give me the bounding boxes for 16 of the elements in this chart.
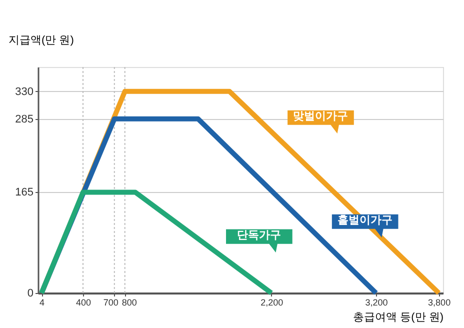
y-tick-label: 0 [27, 288, 34, 300]
x-tick-label: 3,200 [365, 298, 388, 308]
y-tick-label: 285 [15, 113, 34, 126]
x-axis-title: 총급여액 등(만 원) [353, 312, 444, 324]
y-tick-label: 165 [15, 186, 34, 199]
x-tick-label: 2,200 [260, 298, 284, 308]
x-tick-label: 700 [103, 298, 118, 308]
series-label: 홑벌이가구 [338, 214, 393, 227]
series-label: 단독가구 [237, 230, 282, 242]
y-axis-title: 지급액(만 원) [8, 34, 74, 46]
x-tick-label: 4 [40, 298, 45, 308]
y-tick-label: 330 [15, 86, 34, 98]
x-tick-label: 800 [122, 298, 137, 308]
x-tick-label: 400 [76, 298, 92, 308]
x-tick-label: 3,800 [428, 298, 451, 308]
series-label: 맞벌이가구 [293, 110, 348, 123]
